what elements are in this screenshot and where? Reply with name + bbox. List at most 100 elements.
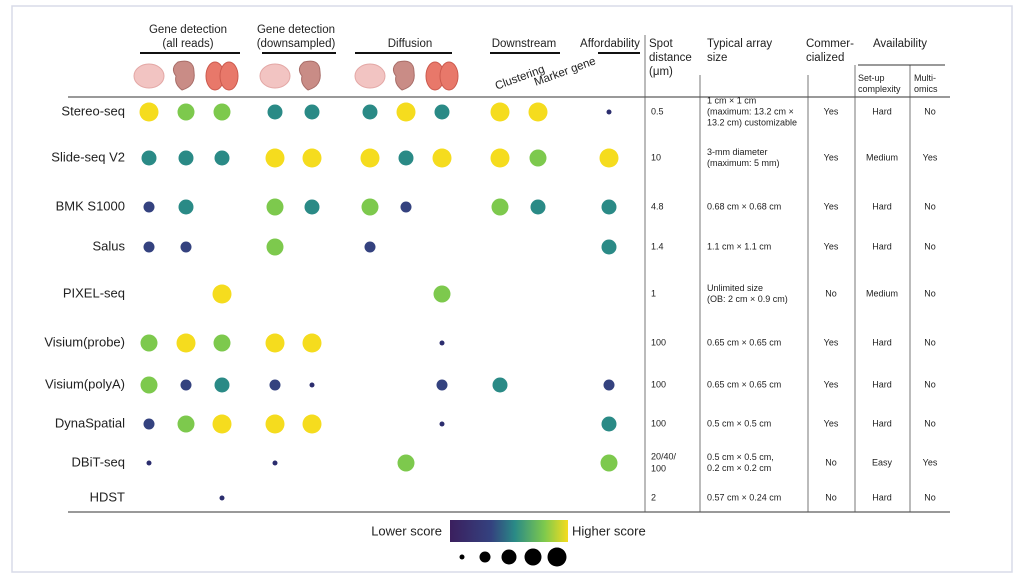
commercialized: Yes bbox=[824, 418, 839, 428]
score-dot bbox=[304, 199, 320, 215]
group-header: Affordability bbox=[580, 38, 640, 50]
array-size: 0.57 cm × 0.24 cm bbox=[707, 492, 781, 502]
score-dot bbox=[212, 414, 232, 434]
score-dot bbox=[490, 102, 510, 122]
method-label: Salus bbox=[92, 238, 125, 253]
commercialized: Yes bbox=[824, 379, 839, 389]
score-dot bbox=[360, 148, 380, 168]
tissue-icon bbox=[392, 60, 415, 91]
score-dot bbox=[267, 104, 283, 120]
setup-complexity: Hard bbox=[872, 106, 892, 116]
commercialized: No bbox=[825, 492, 837, 502]
array-size: Unlimited size bbox=[707, 283, 763, 293]
score-dot bbox=[304, 104, 320, 120]
group-header: Gene detection bbox=[149, 24, 227, 36]
tissue-icon bbox=[354, 63, 386, 89]
method-label: BMK S1000 bbox=[56, 198, 125, 213]
score-dot bbox=[213, 103, 231, 121]
score-dot bbox=[177, 103, 195, 121]
column-header: Commer- bbox=[806, 38, 854, 50]
score-dot bbox=[180, 241, 192, 253]
score-dot bbox=[601, 416, 617, 432]
spot-distance: 20/40/ bbox=[651, 451, 677, 461]
score-dot bbox=[433, 285, 451, 303]
group-header: Diffusion bbox=[388, 38, 433, 50]
method-label: Stereo-seq bbox=[61, 103, 125, 118]
score-gradient bbox=[450, 520, 568, 542]
score-dot bbox=[528, 102, 548, 122]
tissue-icon bbox=[219, 61, 239, 91]
method-label: Slide-seq V2 bbox=[51, 149, 125, 164]
array-size: (maximum: 13.2 cm × bbox=[707, 106, 794, 116]
score-dot bbox=[601, 199, 617, 215]
score-dot bbox=[436, 379, 448, 391]
array-size: 0.5 cm × 0.5 cm bbox=[707, 418, 771, 428]
multi-omics: No bbox=[924, 418, 936, 428]
multi-omics: No bbox=[924, 288, 936, 298]
group-header: (downsampled) bbox=[257, 38, 336, 50]
score-dot bbox=[272, 460, 278, 466]
tissue-icon bbox=[172, 60, 195, 91]
array-size: 0.5 cm × 0.5 cm, bbox=[707, 452, 774, 462]
spot-distance: 10 bbox=[651, 152, 661, 162]
spot-distance: 4.8 bbox=[651, 201, 664, 211]
multi-omics: Yes bbox=[923, 457, 938, 467]
score-dot bbox=[530, 199, 546, 215]
setup-complexity: Hard bbox=[872, 201, 892, 211]
column-header: cialized bbox=[806, 52, 844, 64]
legend-size bbox=[524, 548, 542, 566]
tissue-icon bbox=[133, 63, 165, 89]
legend-low: Lower score bbox=[371, 523, 442, 538]
score-dot bbox=[140, 334, 158, 352]
score-dot bbox=[213, 334, 231, 352]
score-dot bbox=[141, 150, 157, 166]
score-dot bbox=[599, 148, 619, 168]
array-size: (maximum: 5 mm) bbox=[707, 158, 780, 168]
score-dot bbox=[434, 104, 450, 120]
column-header: complexity bbox=[858, 84, 901, 94]
group-header: (all reads) bbox=[162, 38, 213, 50]
score-dot bbox=[146, 460, 152, 466]
spot-distance: 1.4 bbox=[651, 241, 664, 251]
score-dot bbox=[600, 454, 618, 472]
column-header: Typical array bbox=[707, 38, 772, 50]
tissue-icons bbox=[133, 60, 459, 91]
column-header: omics bbox=[914, 84, 938, 94]
tissue-icon bbox=[439, 61, 459, 91]
multi-omics: No bbox=[924, 379, 936, 389]
column-header: size bbox=[707, 52, 727, 64]
group-header: Gene detection bbox=[257, 24, 335, 36]
score-dot bbox=[603, 379, 615, 391]
setup-complexity: Medium bbox=[866, 288, 898, 298]
score-dot bbox=[529, 149, 547, 167]
spot-distance: 100 bbox=[651, 463, 666, 473]
method-label: Visium(polyA) bbox=[45, 376, 125, 391]
score-dot bbox=[439, 421, 445, 427]
array-size: 1.1 cm × 1.1 cm bbox=[707, 241, 771, 251]
score-dot bbox=[143, 241, 155, 253]
score-dot bbox=[269, 379, 281, 391]
multi-omics: No bbox=[924, 337, 936, 347]
score-dot bbox=[140, 376, 158, 394]
commercialized: Yes bbox=[824, 201, 839, 211]
spot-distance: 100 bbox=[651, 418, 666, 428]
commercialized: Yes bbox=[824, 241, 839, 251]
setup-complexity: Hard bbox=[872, 241, 892, 251]
score-dot bbox=[398, 150, 414, 166]
commercialized: Yes bbox=[824, 106, 839, 116]
score-dot bbox=[396, 102, 416, 122]
column-header: (μm) bbox=[649, 66, 673, 78]
multi-omics: No bbox=[924, 241, 936, 251]
score-dot bbox=[302, 414, 322, 434]
commercialized: Yes bbox=[824, 337, 839, 347]
commercialized: Yes bbox=[824, 152, 839, 162]
score-dot bbox=[178, 150, 194, 166]
setup-complexity: Hard bbox=[872, 492, 892, 502]
legend-size bbox=[479, 551, 491, 563]
column-header: distance bbox=[649, 52, 692, 64]
array-size: 0.65 cm × 0.65 cm bbox=[707, 379, 781, 389]
method-label: HDST bbox=[90, 489, 125, 504]
array-size: 1 cm × 1 cm bbox=[707, 95, 756, 105]
